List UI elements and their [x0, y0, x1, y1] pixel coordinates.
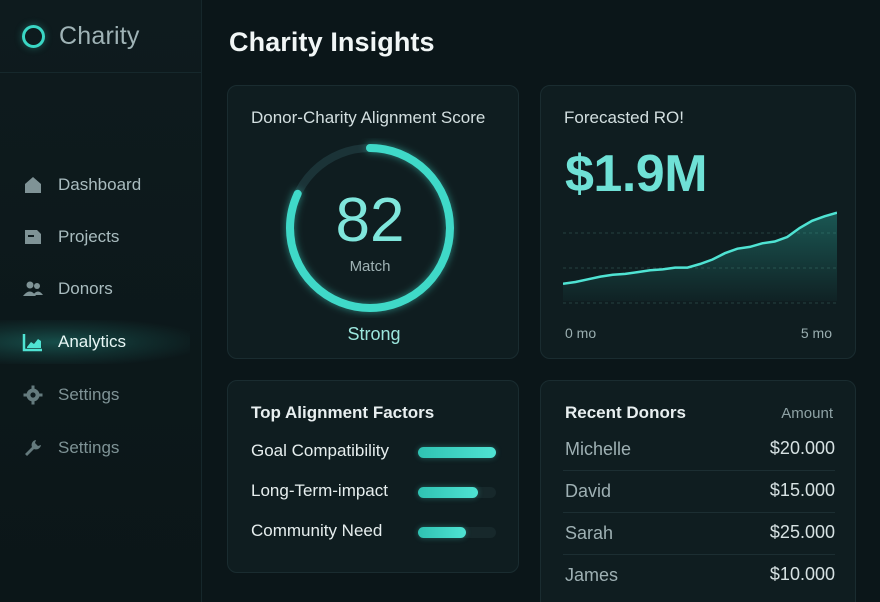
recent-donors-card: Recent Donors Amount Michelle $20.000 Da… [540, 380, 856, 602]
chart-icon [22, 331, 44, 353]
score-status: Strong [347, 324, 401, 344]
document-icon [22, 226, 44, 248]
sidebar-item-label: Donors [58, 279, 113, 298]
donor-name: Michelle [565, 439, 632, 459]
sidebar-item-label: Analytics [58, 332, 127, 351]
score-label: Match [349, 258, 391, 275]
factor-bar-track [418, 527, 496, 538]
donors-title: Recent Donors [565, 403, 686, 422]
forecast-title: Forecasted RO! [564, 108, 684, 127]
forecast-card: Forecasted RO! $1.9M 0 mo 5 mo [540, 85, 856, 359]
alignment-factors-card: Top Alignment Factors Goal Compatibility… [227, 380, 519, 573]
factor-bar-fill [418, 527, 467, 538]
sidebar-item-settings[interactable]: Settings [0, 373, 202, 417]
sidebar-item-donors[interactable]: Donors [0, 267, 202, 311]
page-title: Charity Insights [229, 27, 435, 57]
donor-name: Sarah [565, 523, 614, 543]
factor-bar-fill [418, 447, 496, 458]
x-axis-end-label: 5 mo [800, 325, 832, 341]
app-name: Charity [59, 21, 140, 50]
factor-label: Goal Compatibility [251, 441, 389, 460]
forecast-line-chart [563, 211, 837, 304]
factor-bar-track [418, 487, 496, 498]
sidebar-item-label: Settings [58, 438, 120, 457]
factor-bar-track [418, 447, 496, 458]
users-icon [22, 278, 44, 300]
wrench-icon [22, 437, 44, 459]
factor-label: Community Need [251, 521, 383, 540]
forecast-line [563, 211, 837, 286]
score-value: 82 [335, 186, 405, 255]
sidebar-item-label: Dashboard [58, 175, 142, 194]
brand[interactable]: Charity [0, 0, 201, 73]
donor-amount: $25.000 [769, 522, 835, 542]
sidebar-item-projects[interactable]: Projects [0, 215, 202, 259]
sidebar-item-label: Settings [58, 385, 120, 404]
factor-row: Community Need [251, 521, 501, 545]
gauge-progress-arc [286, 144, 454, 312]
donor-amount: $15.000 [769, 480, 835, 500]
gear-icon [22, 384, 44, 406]
donor-row[interactable]: James $10.000 [563, 554, 835, 596]
logo-ring-icon [22, 24, 45, 48]
score-gauge: 82 Match [280, 138, 460, 318]
sidebar-item-analytics[interactable]: Analytics [0, 320, 202, 364]
sidebar-item-settings-tools[interactable]: Settings [0, 426, 202, 470]
home-icon [22, 174, 44, 196]
donor-row[interactable]: David $15.000 [563, 470, 835, 512]
alignment-score-card: Donor-Charity Alignment Score 82 Match S… [227, 85, 519, 359]
donor-row[interactable]: Sarah $25.000 [563, 512, 835, 554]
factor-label: Long-Term-impact [251, 481, 388, 500]
sidebar: Charity Dashboard Projects Donors Analyt… [0, 0, 202, 602]
score-card-title: Donor-Charity Alignment Score [251, 108, 486, 127]
amount-column-header: Amount [781, 405, 833, 422]
factors-title: Top Alignment Factors [251, 403, 435, 422]
forecast-area [563, 212, 837, 301]
donor-amount: $10.000 [769, 564, 835, 584]
forecast-value: $1.9M [565, 145, 708, 203]
sidebar-item-dashboard[interactable]: Dashboard [0, 163, 202, 207]
donor-row[interactable]: Michelle $20.000 [563, 429, 835, 471]
donor-name: James [565, 565, 619, 585]
factor-row: Long-Term-impact [251, 481, 501, 505]
factor-row: Goal Compatibility [251, 441, 501, 465]
donor-amount: $20.000 [769, 438, 835, 458]
donor-name: David [565, 481, 612, 501]
x-axis-start-label: 0 mo [565, 325, 597, 341]
sidebar-item-label: Projects [58, 227, 120, 246]
factor-bar-fill [418, 487, 479, 498]
